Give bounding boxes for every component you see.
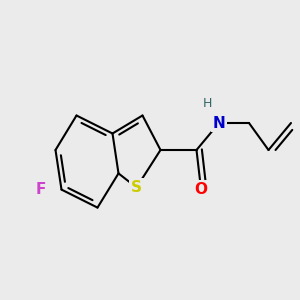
Text: H: H (203, 97, 212, 110)
Text: O: O (194, 182, 208, 196)
Text: N: N (213, 116, 225, 130)
Text: F: F (36, 182, 46, 197)
Text: S: S (131, 180, 142, 195)
